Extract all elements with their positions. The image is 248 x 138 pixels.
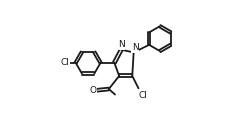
Text: O: O <box>89 86 96 95</box>
Text: N: N <box>132 43 138 52</box>
Text: Cl: Cl <box>61 58 69 67</box>
Text: N: N <box>118 40 124 49</box>
Text: Cl: Cl <box>139 91 148 100</box>
